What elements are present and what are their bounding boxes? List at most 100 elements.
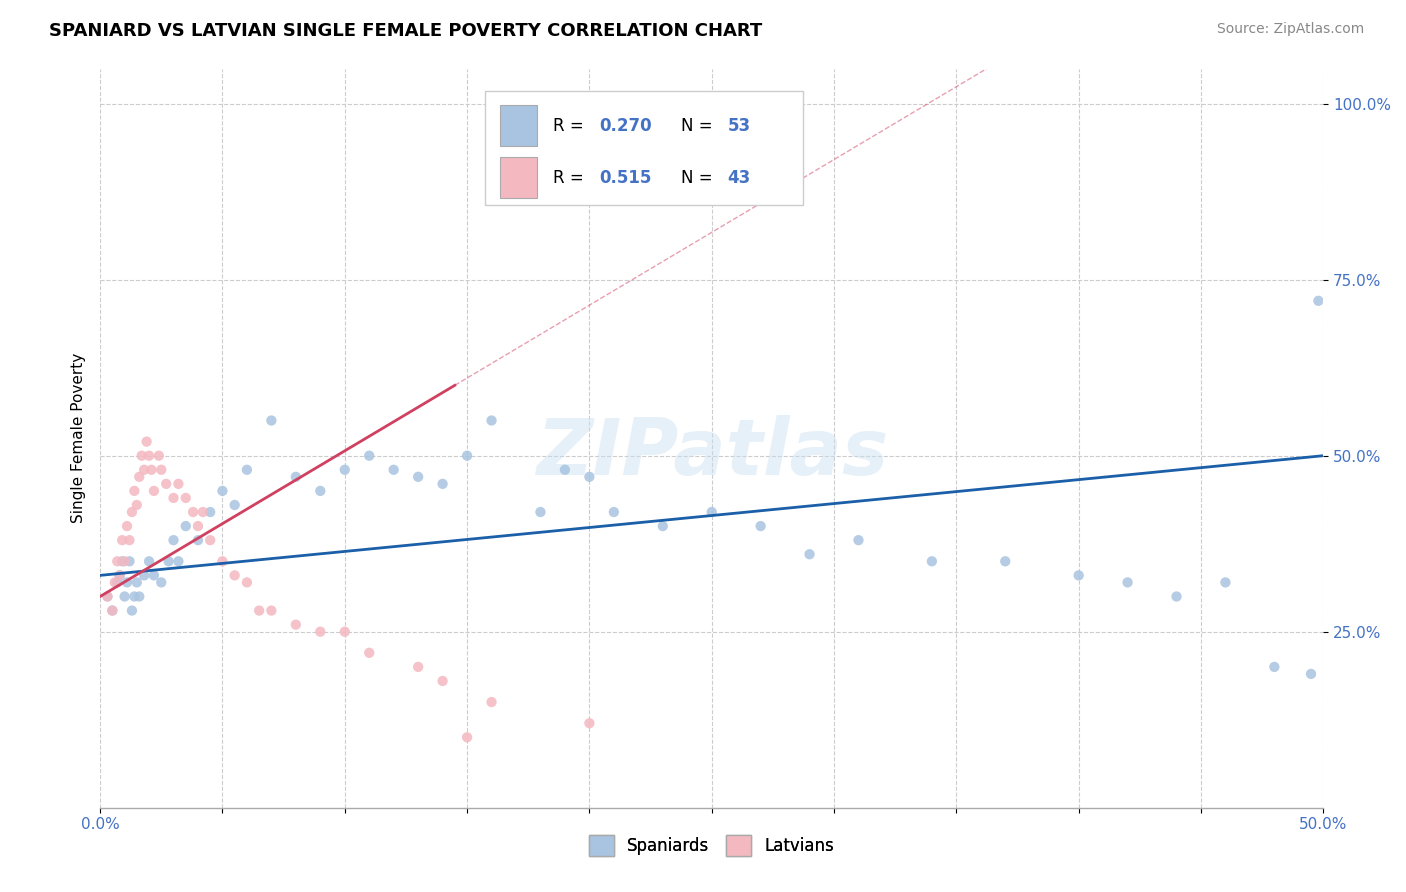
Point xyxy=(187,533,209,548)
Point xyxy=(236,575,259,590)
Y-axis label: Single Female Poverty: Single Female Poverty xyxy=(72,353,86,524)
Point xyxy=(115,519,138,533)
Point xyxy=(578,470,600,484)
Point xyxy=(284,470,307,484)
Point xyxy=(921,554,943,568)
Text: N =: N = xyxy=(681,169,718,187)
Point xyxy=(406,470,429,484)
Point xyxy=(162,491,184,505)
Point xyxy=(247,603,270,617)
Point xyxy=(125,498,148,512)
Point xyxy=(529,505,551,519)
Point xyxy=(309,624,332,639)
Point xyxy=(481,695,503,709)
Point xyxy=(224,568,246,582)
Text: 0.270: 0.270 xyxy=(599,117,652,136)
Point xyxy=(382,463,405,477)
Point xyxy=(1308,293,1330,308)
Point xyxy=(148,449,170,463)
Point xyxy=(309,483,332,498)
Point xyxy=(118,554,141,568)
Point xyxy=(174,491,197,505)
Point xyxy=(651,519,673,533)
Text: R =: R = xyxy=(553,169,589,187)
Point xyxy=(1067,568,1090,582)
Point xyxy=(1215,575,1237,590)
Point xyxy=(181,505,204,519)
Point xyxy=(134,463,156,477)
Text: SPANIARD VS LATVIAN SINGLE FEMALE POVERTY CORRELATION CHART: SPANIARD VS LATVIAN SINGLE FEMALE POVERT… xyxy=(49,22,762,40)
Point xyxy=(135,434,157,449)
Point xyxy=(114,590,136,604)
Point xyxy=(124,590,146,604)
Point xyxy=(481,413,503,427)
Point xyxy=(1116,575,1139,590)
Point xyxy=(138,554,160,568)
Point xyxy=(167,476,190,491)
Point xyxy=(157,554,180,568)
Point xyxy=(359,449,381,463)
Point xyxy=(554,463,576,477)
Point xyxy=(848,533,870,548)
Point xyxy=(121,505,143,519)
Point xyxy=(101,603,124,617)
Point xyxy=(211,554,233,568)
Point xyxy=(994,554,1017,568)
Point xyxy=(406,660,429,674)
Point xyxy=(211,483,233,498)
Text: 43: 43 xyxy=(727,169,751,187)
Point xyxy=(104,575,127,590)
Point xyxy=(108,568,131,582)
Point xyxy=(150,463,173,477)
Point xyxy=(578,716,600,731)
FancyBboxPatch shape xyxy=(501,105,537,146)
Legend: Spaniards, Latvians: Spaniards, Latvians xyxy=(582,829,841,863)
Point xyxy=(260,413,283,427)
Point xyxy=(174,519,197,533)
Point xyxy=(603,505,626,519)
Point xyxy=(111,533,134,548)
Point xyxy=(191,505,214,519)
FancyBboxPatch shape xyxy=(501,157,537,198)
Point xyxy=(108,568,131,582)
Point xyxy=(359,646,381,660)
Point xyxy=(101,603,124,617)
Point xyxy=(432,476,454,491)
Point xyxy=(128,470,150,484)
Point xyxy=(700,505,723,519)
Point xyxy=(236,463,259,477)
Text: 0.515: 0.515 xyxy=(599,169,651,187)
Text: ZIPatlas: ZIPatlas xyxy=(536,415,887,491)
Point xyxy=(142,483,165,498)
Point xyxy=(333,624,356,639)
Point xyxy=(162,533,184,548)
Point xyxy=(111,554,134,568)
Point xyxy=(167,554,190,568)
Point xyxy=(96,590,118,604)
Point xyxy=(456,449,478,463)
Point xyxy=(1166,590,1188,604)
Point xyxy=(200,533,222,548)
Point xyxy=(284,617,307,632)
Point xyxy=(142,568,165,582)
Point xyxy=(96,590,118,604)
Point xyxy=(125,575,148,590)
Point xyxy=(118,533,141,548)
FancyBboxPatch shape xyxy=(485,91,803,205)
Point xyxy=(114,554,136,568)
Point xyxy=(128,590,150,604)
Point xyxy=(115,575,138,590)
Point xyxy=(150,575,173,590)
Text: 53: 53 xyxy=(727,117,751,136)
Point xyxy=(224,498,246,512)
Point xyxy=(200,505,222,519)
Point xyxy=(105,554,128,568)
Point xyxy=(432,673,454,688)
Point xyxy=(1299,667,1322,681)
Point xyxy=(124,483,146,498)
Point xyxy=(260,603,283,617)
Text: R =: R = xyxy=(553,117,589,136)
Point xyxy=(155,476,177,491)
Point xyxy=(121,603,143,617)
Point xyxy=(187,519,209,533)
